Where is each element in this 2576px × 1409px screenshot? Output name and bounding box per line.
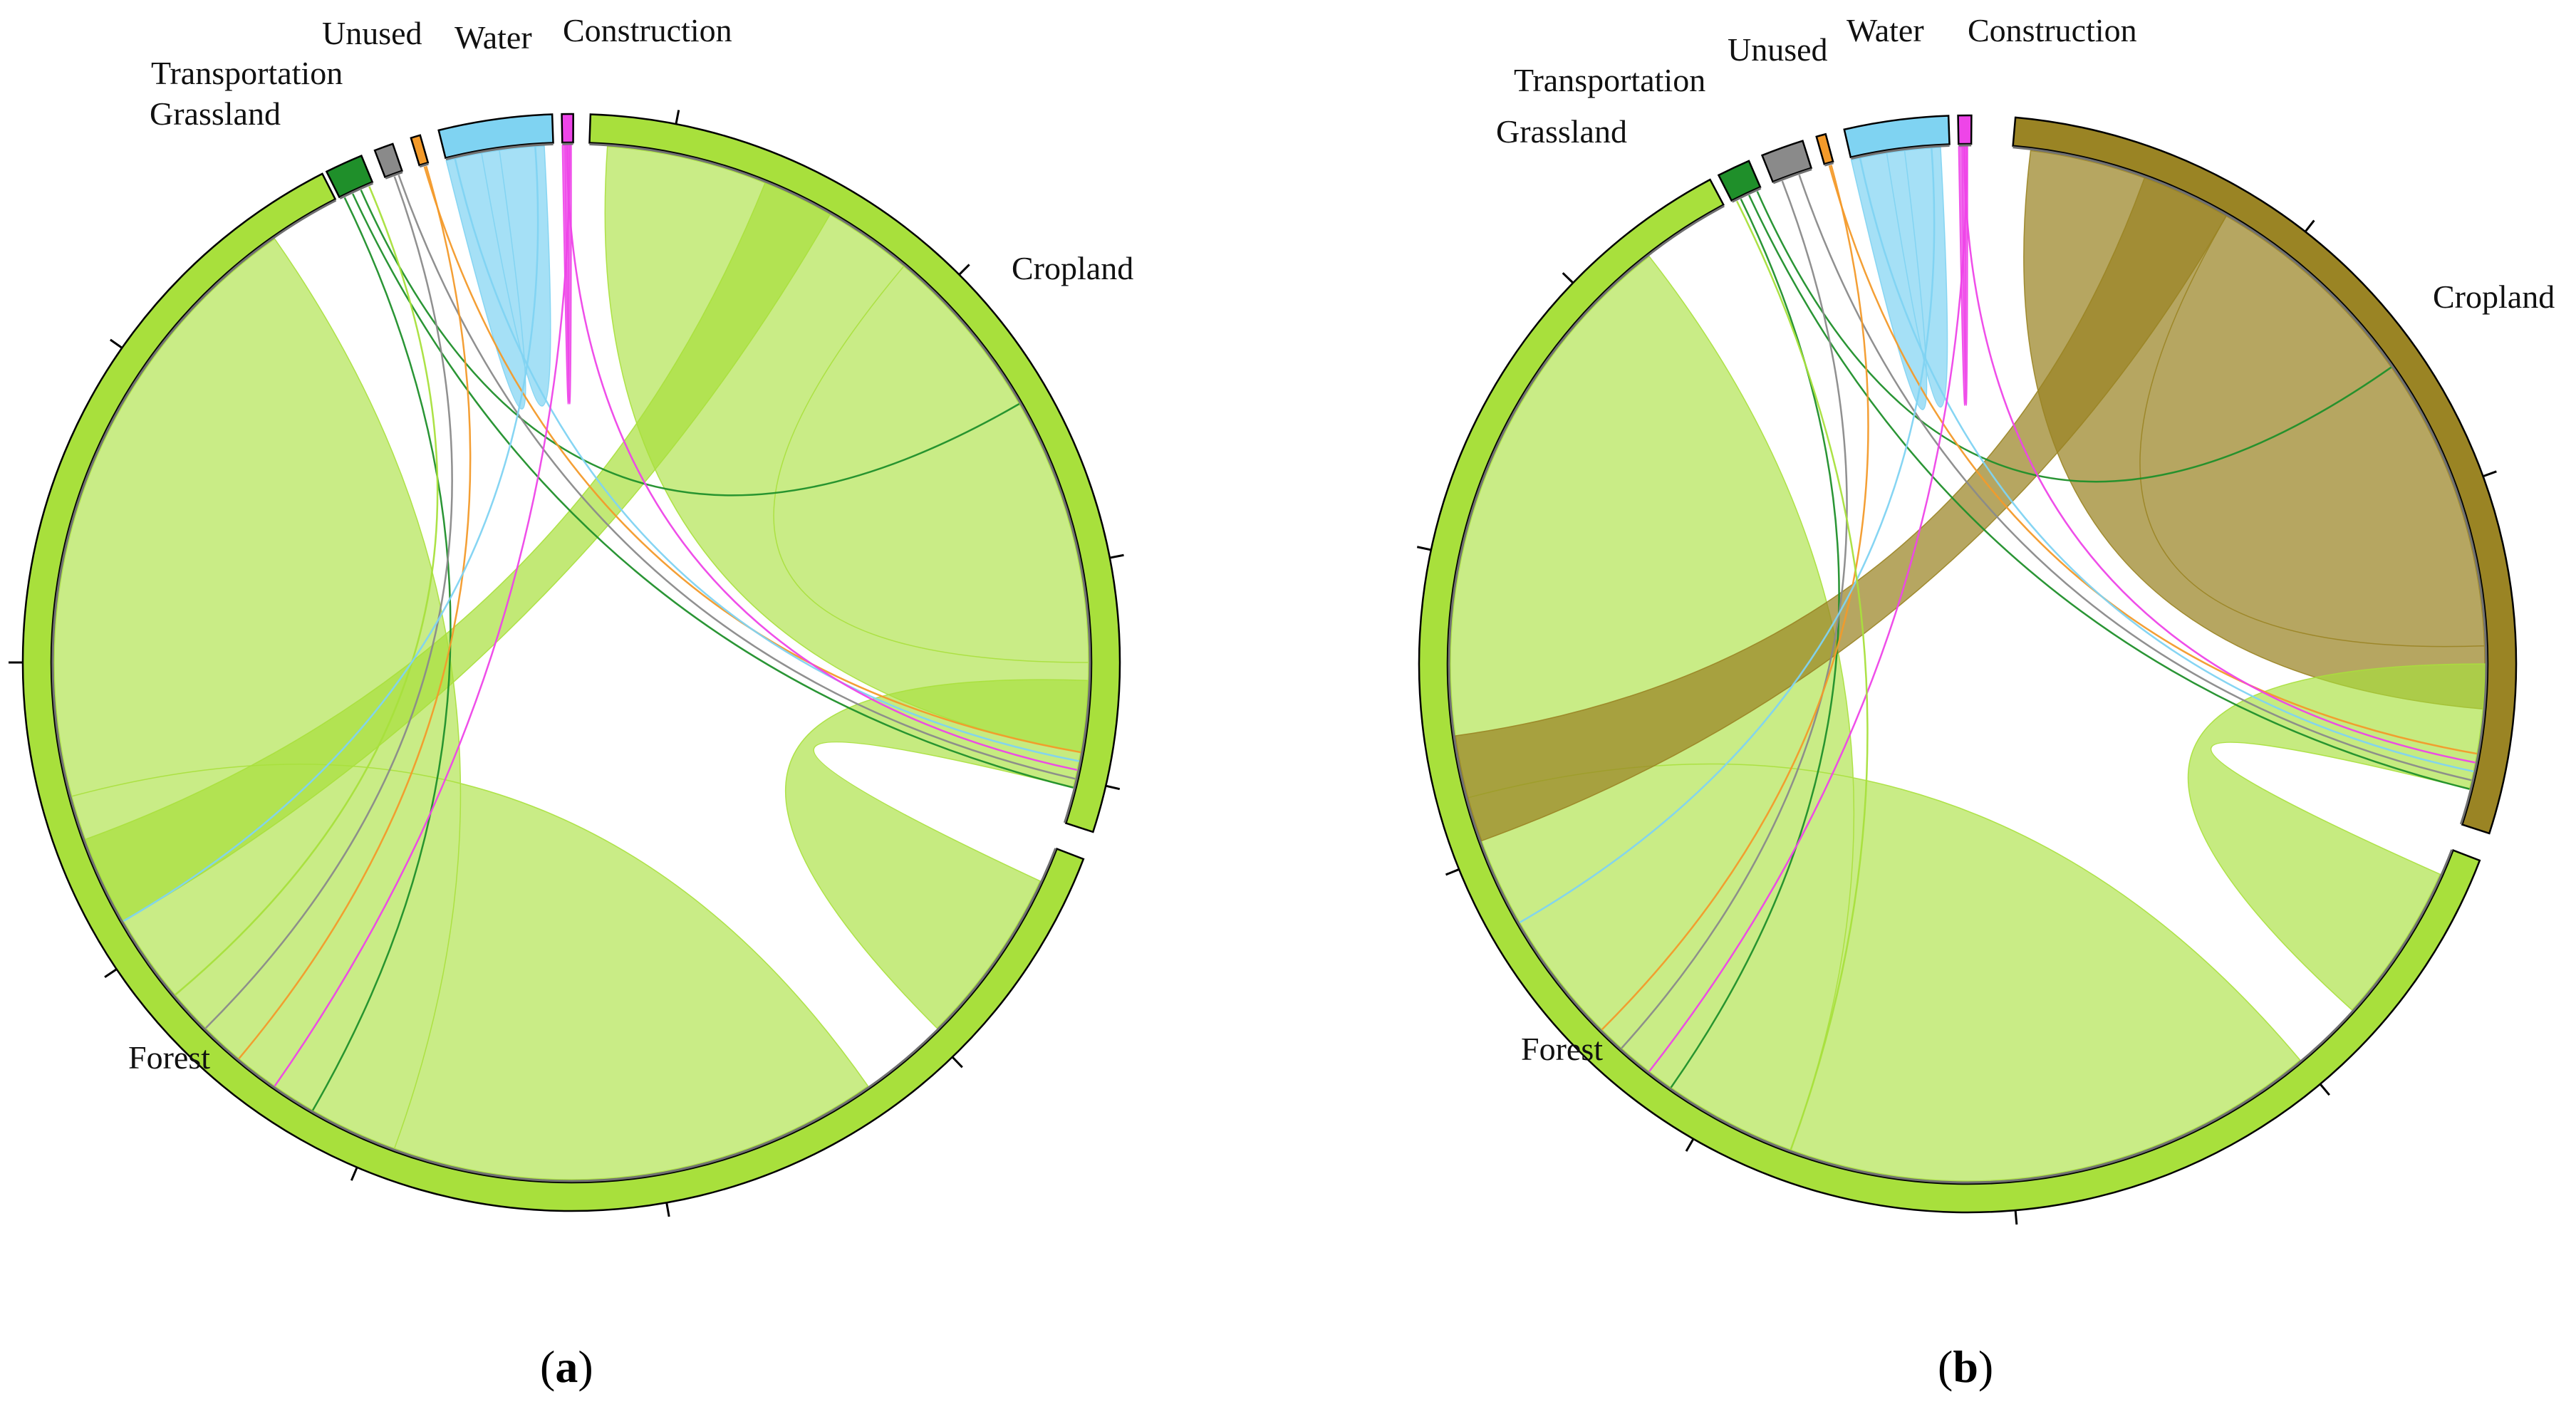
sector-tick-1	[958, 264, 970, 276]
chord-ribbon-forest-forest-0	[54, 238, 869, 1180]
sector-label-transportation-b: Transportation	[1514, 62, 1705, 98]
chord-thread-unused-cropland-6	[423, 166, 1081, 754]
sector-tick-5	[665, 1202, 670, 1217]
sector-arcs-a	[21, 113, 1121, 1212]
sector-tick-9	[110, 338, 123, 349]
sector-arc-transportation	[1760, 140, 1813, 183]
sector-rim-unused	[419, 162, 429, 168]
sector-rim-forest	[1448, 204, 2453, 1184]
sector-arcs-b	[1418, 114, 2518, 1214]
sector-tick-3	[2014, 1210, 2018, 1225]
sector-label-construction-b: Construction	[1968, 12, 2137, 48]
chord-ribbon-forest-cropland-3	[784, 679, 1089, 1029]
sector-rim-unused	[1824, 162, 1834, 167]
chord-thread-unused-forest-6	[1601, 165, 1869, 1031]
chord-thread-grassland-forest-3	[175, 186, 439, 996]
sector-label-construction-a: Construction	[563, 12, 732, 48]
sector-label-cropland-a: Cropland	[1012, 250, 1133, 286]
chord-thread-grassland-forest-0	[311, 197, 452, 1111]
chord-thread-grassland-cropland-1	[352, 193, 1074, 789]
sector-rim-grassland	[1731, 187, 1762, 203]
chord-ribbon-cropland-cropland-1	[2023, 150, 2486, 710]
sector-arc-construction	[1957, 114, 1973, 145]
sector-tick-6	[1416, 546, 1432, 551]
sector-arc-unused	[410, 134, 430, 167]
chord-thread-construction-forest-11	[274, 145, 571, 1087]
sector-label-forest-a: Forest	[128, 1039, 210, 1076]
panel-caption-b: (b)	[1938, 1341, 1993, 1392]
chord-thread-transportation-cropland-5	[398, 175, 1076, 780]
chord-ribbon-water-water-4	[1850, 147, 1948, 410]
chord-thread-water-cropland-8	[454, 158, 1079, 762]
chord-thread-construction-cropland-10	[566, 145, 1078, 771]
sector-label-grassland-a: Grassland	[150, 95, 281, 132]
sector-tick-1	[2483, 470, 2497, 478]
sector-arc-grassland	[325, 154, 374, 199]
sector-label-unused-b: Unused	[1728, 31, 1828, 68]
sector-rim-transportation	[1772, 168, 1812, 184]
sector-tick-0	[675, 110, 680, 125]
chord-thread-construction-cropland-9	[1963, 147, 2476, 764]
chord-thread-grassland-forest-0	[1670, 198, 1840, 1088]
sector-rim-forest	[51, 199, 1057, 1182]
sector-tick-7	[1562, 272, 1574, 284]
chord-thread-unused-forest-7	[238, 165, 472, 1059]
sector-arc-forest	[1418, 178, 2481, 1214]
sector-tick-7	[104, 968, 118, 979]
sector-tick-2	[2319, 1083, 2330, 1096]
sector-label-unused-a: Unused	[322, 15, 422, 51]
sector-tick-4	[1685, 1138, 1695, 1152]
chord-thread-water-cropland-7	[1859, 157, 2474, 773]
chord-thread-water-forest-9	[123, 146, 539, 922]
sector-rim-grassland	[339, 182, 373, 199]
chord-thread-forest-grassland-11	[1735, 200, 1869, 1150]
sector-ticks-a	[9, 110, 1124, 1217]
sector-arc-water	[1843, 115, 1951, 159]
chord-ribbon-forest-cropland-3	[2188, 663, 2486, 1011]
sector-label-cropland-b: Cropland	[2433, 279, 2555, 315]
sector-tick-3	[1105, 784, 1121, 791]
sector-label-grassland-b: Grassland	[1496, 113, 1627, 150]
chord-ribbon-cropland-cropland-1	[604, 145, 1089, 753]
sector-arc-forest	[21, 172, 1085, 1212]
chord-diagram-b: Forest Cropland Grassland Transportation…	[1416, 12, 2555, 1392]
sector-label-transportation-a: Transportation	[151, 55, 343, 91]
sector-arc-grassland	[1717, 160, 1762, 202]
sector-ticks-b	[1416, 219, 2497, 1225]
chord-thread-construction-forest-10	[1648, 146, 1968, 1072]
chord-thread-unused-cropland-5	[1828, 165, 2478, 755]
chord-diagram-a: Forest Cropland Grassland Transportation…	[9, 12, 1133, 1392]
sector-label-water-a: Water	[455, 19, 532, 56]
chord-thread-grassland-cropland-2	[360, 189, 1020, 496]
chord-thread-grassland-cropland-1	[1748, 194, 2470, 790]
sector-tick-2	[1109, 553, 1124, 559]
sector-arc-cropland	[588, 113, 1121, 833]
chord-thread-water-forest-8	[1519, 147, 1936, 924]
sector-rim-water	[445, 142, 554, 161]
sector-label-water-b: Water	[1847, 12, 1924, 48]
sector-arc-water	[437, 113, 554, 160]
chord-thread-transportation-forest-3	[1621, 180, 1848, 1049]
sector-label-forest-b: Forest	[1521, 1031, 1603, 1067]
chord-ribbon-water-water-4	[445, 145, 551, 410]
sector-rim-cropland	[2012, 146, 2488, 825]
sector-arc-cropland	[2012, 116, 2518, 835]
sector-rim-water	[1850, 144, 1950, 160]
chord-ribbons-a	[54, 145, 1089, 1180]
sector-rim-transportation	[385, 171, 403, 180]
sector-rim-cropland	[589, 142, 1091, 823]
chord-ribbon-cropland-forest-2	[1455, 177, 2228, 842]
sector-tick-6	[350, 1167, 358, 1181]
chord-thread-transportation-cropland-4	[1798, 175, 2472, 781]
sector-tick-5	[1445, 868, 1460, 876]
sector-tick-4	[951, 1056, 963, 1069]
sector-arc-construction	[561, 113, 574, 144]
sector-arc-transportation	[373, 142, 403, 179]
chord-thread-transportation-forest-4	[204, 176, 453, 1029]
panel-caption-a: (a)	[540, 1341, 593, 1392]
chord-ribbons-b	[1450, 146, 2486, 1182]
sector-arc-unused	[1815, 132, 1834, 165]
sector-tick-0	[2304, 219, 2315, 233]
